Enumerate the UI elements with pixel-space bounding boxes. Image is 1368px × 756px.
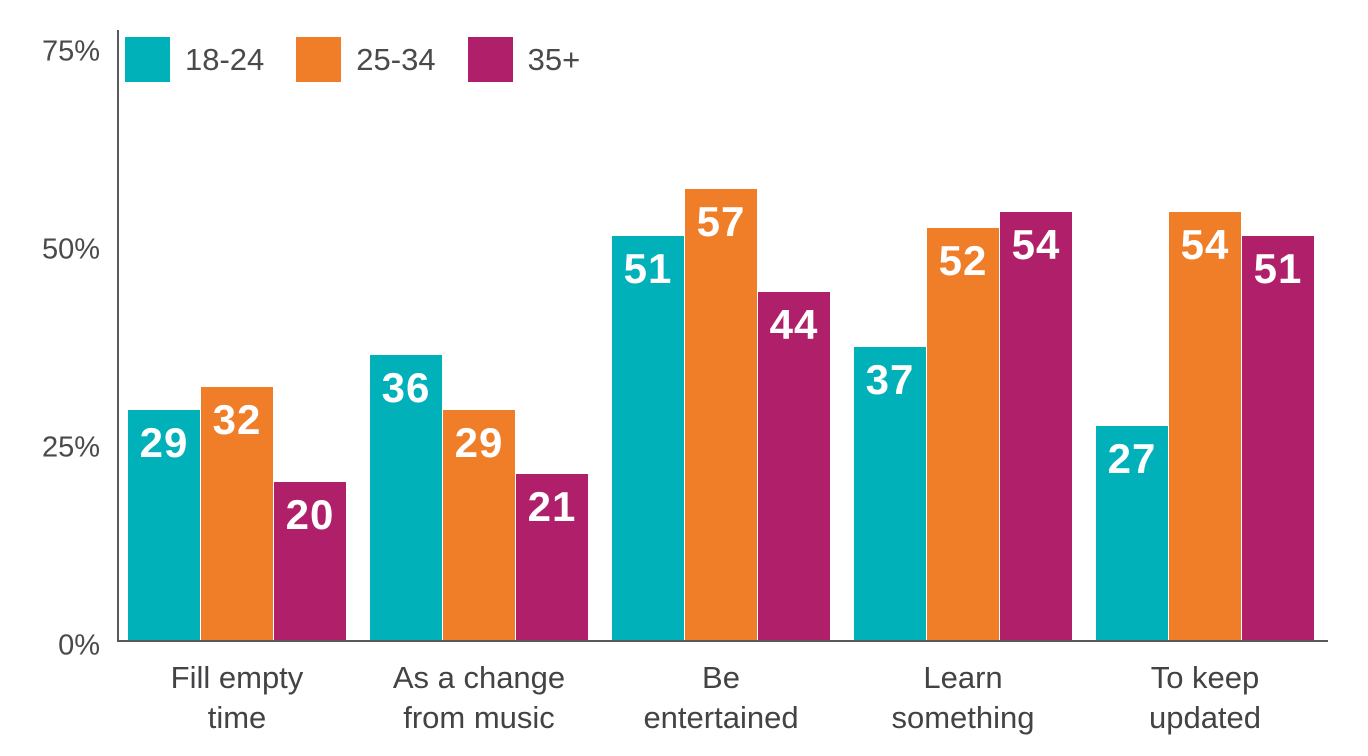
bar: 37 — [854, 347, 926, 640]
bar-group: 36 29 21 — [370, 30, 588, 640]
bar: 36 — [370, 355, 442, 640]
y-tick-label-25%: 25% — [41, 431, 100, 464]
legend-label: 25-34 — [356, 41, 436, 77]
x-category-label: Learn something — [823, 658, 1103, 738]
legend-item-35+: 35+ — [467, 37, 581, 82]
legend-label: 18-24 — [185, 41, 265, 77]
x-category-label: Fill empty time — [97, 658, 377, 738]
bar: 29 — [443, 410, 515, 640]
bar-group: 51 57 44 — [612, 30, 830, 640]
y-tick-label-50%: 50% — [41, 233, 100, 266]
bar: 51 — [1242, 236, 1314, 640]
y-tick-label-75%: 75% — [41, 35, 100, 68]
x-category-label: As a change from music — [339, 658, 619, 738]
x-category-label-line: from music — [403, 700, 555, 735]
x-category-label-line: something — [891, 700, 1035, 735]
x-category-label: To keep updated — [1065, 658, 1345, 738]
legend-swatch-icon — [296, 37, 342, 82]
legend-label: 35+ — [527, 41, 581, 77]
bar-value-label: 32 — [212, 396, 262, 443]
plot-area: 29 32 20 36 29 21 51 57 44 37 52 54 27 54 51 — [117, 30, 1328, 642]
x-category-label-line: Learn — [923, 660, 1003, 695]
bar-value-label: 52 — [938, 237, 988, 284]
bar-value-label: 37 — [865, 356, 915, 403]
legend-item-18-24: 18-24 — [125, 37, 264, 82]
legend-swatch-icon — [125, 37, 170, 82]
bar: 27 — [1096, 426, 1168, 640]
x-category-label-line: Be — [702, 660, 740, 695]
bar-value-label: 57 — [696, 198, 746, 245]
x-category-label-line: time — [207, 700, 267, 735]
bar: 54 — [1169, 212, 1241, 640]
bar-value-label: 29 — [139, 419, 189, 466]
bar-group: 27 54 51 — [1096, 30, 1314, 640]
bar: 29 — [128, 410, 200, 640]
y-tick-label-0%: 0% — [58, 629, 100, 662]
x-category-label-line: As a change — [392, 660, 566, 695]
bar: 20 — [274, 482, 346, 640]
chart-legend: 18-24 25-34 35+ — [125, 37, 612, 82]
bar-value-label: 54 — [1011, 221, 1061, 268]
bar-value-label: 36 — [381, 364, 431, 411]
bar: 32 — [201, 387, 273, 640]
bar: 51 — [612, 236, 684, 640]
bar: 44 — [758, 292, 830, 640]
legend-swatch-icon — [467, 37, 513, 82]
bar: 21 — [516, 474, 588, 640]
bar-value-label: 20 — [285, 491, 335, 538]
bar-value-label: 54 — [1180, 221, 1230, 268]
legend-item-25-34: 25-34 — [296, 37, 436, 82]
bar-group: 37 52 54 — [854, 30, 1072, 640]
x-category-label-line: Fill empty — [170, 660, 304, 695]
bar-group: 29 32 20 — [128, 30, 346, 640]
bar-value-label: 51 — [623, 245, 673, 292]
x-category-label: Be entertained — [581, 658, 861, 738]
bar-value-label: 27 — [1107, 435, 1157, 482]
bar: 57 — [685, 189, 757, 640]
bar: 54 — [1000, 212, 1072, 640]
bar-value-label: 51 — [1253, 245, 1303, 292]
bar-value-label: 21 — [527, 483, 577, 530]
x-category-label-line: entertained — [643, 700, 799, 735]
bar-value-label: 29 — [454, 419, 504, 466]
bar: 52 — [927, 228, 999, 640]
x-category-label-line: updated — [1148, 700, 1262, 735]
x-category-label-line: To keep — [1150, 660, 1260, 695]
bar-value-label: 44 — [769, 301, 819, 348]
